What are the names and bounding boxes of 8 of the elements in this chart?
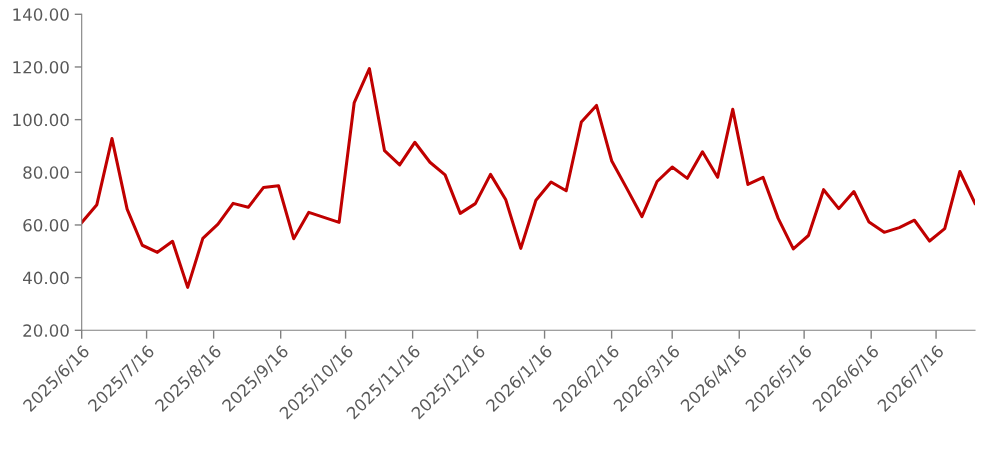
y-tick-label: 60.00 [23, 218, 69, 232]
y-tick-label: 140.00 [13, 8, 69, 21]
y-tick-label: 40.00 [23, 271, 69, 285]
y-tick-label: 80.00 [23, 166, 69, 179]
line-series [81, 67, 975, 289]
y-tick-label: 120.00 [13, 60, 69, 74]
y-tick-label: 100.00 [13, 113, 69, 127]
y-tick-label: 20.00 [23, 324, 69, 337]
